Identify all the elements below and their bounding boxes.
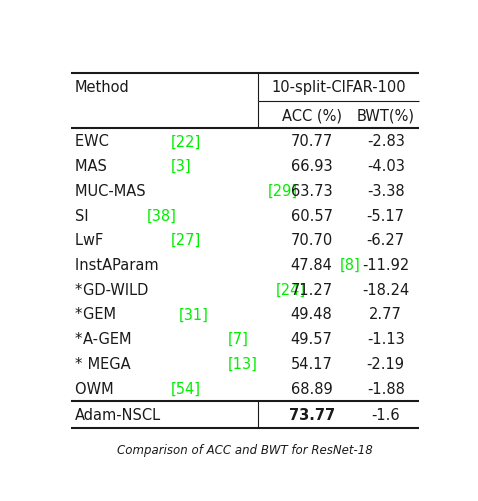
Text: -5.17: -5.17: [367, 208, 405, 223]
Text: Method: Method: [75, 80, 130, 95]
Text: [29]: [29]: [268, 183, 298, 198]
Text: MUC-MAS: MUC-MAS: [75, 183, 150, 198]
Text: -1.13: -1.13: [367, 332, 404, 347]
Text: 66.93: 66.93: [291, 159, 333, 174]
Text: [27]: [27]: [171, 233, 201, 248]
Text: ACC (%): ACC (%): [282, 108, 342, 123]
Text: [8]: [8]: [340, 258, 360, 273]
Text: 70.70: 70.70: [291, 233, 333, 248]
Text: SI: SI: [75, 208, 93, 223]
Text: OWM: OWM: [75, 381, 118, 396]
Text: [54]: [54]: [171, 381, 201, 396]
Text: 71.27: 71.27: [291, 282, 333, 297]
Text: 60.57: 60.57: [291, 208, 333, 223]
Text: MEGA: MEGA: [83, 356, 135, 371]
Text: -1.88: -1.88: [367, 381, 405, 396]
Text: 47.84: 47.84: [291, 258, 333, 273]
Text: [7]: [7]: [228, 332, 248, 347]
Text: InstAParam: InstAParam: [75, 258, 163, 273]
Text: EWC: EWC: [75, 134, 113, 149]
Text: [31]: [31]: [179, 307, 209, 322]
Text: -3.38: -3.38: [367, 183, 404, 198]
Text: 49.57: 49.57: [291, 332, 333, 347]
Text: 49.48: 49.48: [291, 307, 333, 322]
Text: *: *: [75, 307, 82, 322]
Text: 54.17: 54.17: [291, 356, 333, 371]
Text: -1.6: -1.6: [371, 407, 400, 422]
Text: [38]: [38]: [147, 208, 177, 223]
Text: -18.24: -18.24: [362, 282, 409, 297]
Text: *: *: [75, 332, 82, 347]
Text: Comparison of ACC and BWT for ResNet-18: Comparison of ACC and BWT for ResNet-18: [117, 443, 373, 456]
Text: 68.89: 68.89: [291, 381, 333, 396]
Text: [22]: [22]: [171, 134, 201, 149]
Text: A-GEM: A-GEM: [83, 332, 136, 347]
Text: GEM: GEM: [83, 307, 120, 322]
Text: BWT(%): BWT(%): [357, 108, 415, 123]
Text: *: *: [75, 282, 82, 297]
Text: 73.77: 73.77: [289, 407, 335, 422]
Text: -2.19: -2.19: [367, 356, 405, 371]
Text: -2.83: -2.83: [367, 134, 405, 149]
Text: -6.27: -6.27: [367, 233, 405, 248]
Text: GD-WILD: GD-WILD: [83, 282, 152, 297]
Text: -11.92: -11.92: [362, 258, 409, 273]
Text: 2.77: 2.77: [369, 307, 402, 322]
Text: 70.77: 70.77: [291, 134, 333, 149]
Text: [3]: [3]: [171, 159, 192, 174]
Text: [24]: [24]: [276, 282, 306, 297]
Text: *: *: [75, 356, 82, 371]
Text: MAS: MAS: [75, 159, 111, 174]
Text: [13]: [13]: [228, 356, 257, 371]
Text: LwF: LwF: [75, 233, 108, 248]
Text: 10-split-CIFAR-100: 10-split-CIFAR-100: [271, 80, 406, 95]
Text: Adam-NSCL: Adam-NSCL: [75, 407, 161, 422]
Text: -4.03: -4.03: [367, 159, 405, 174]
Text: 63.73: 63.73: [291, 183, 333, 198]
